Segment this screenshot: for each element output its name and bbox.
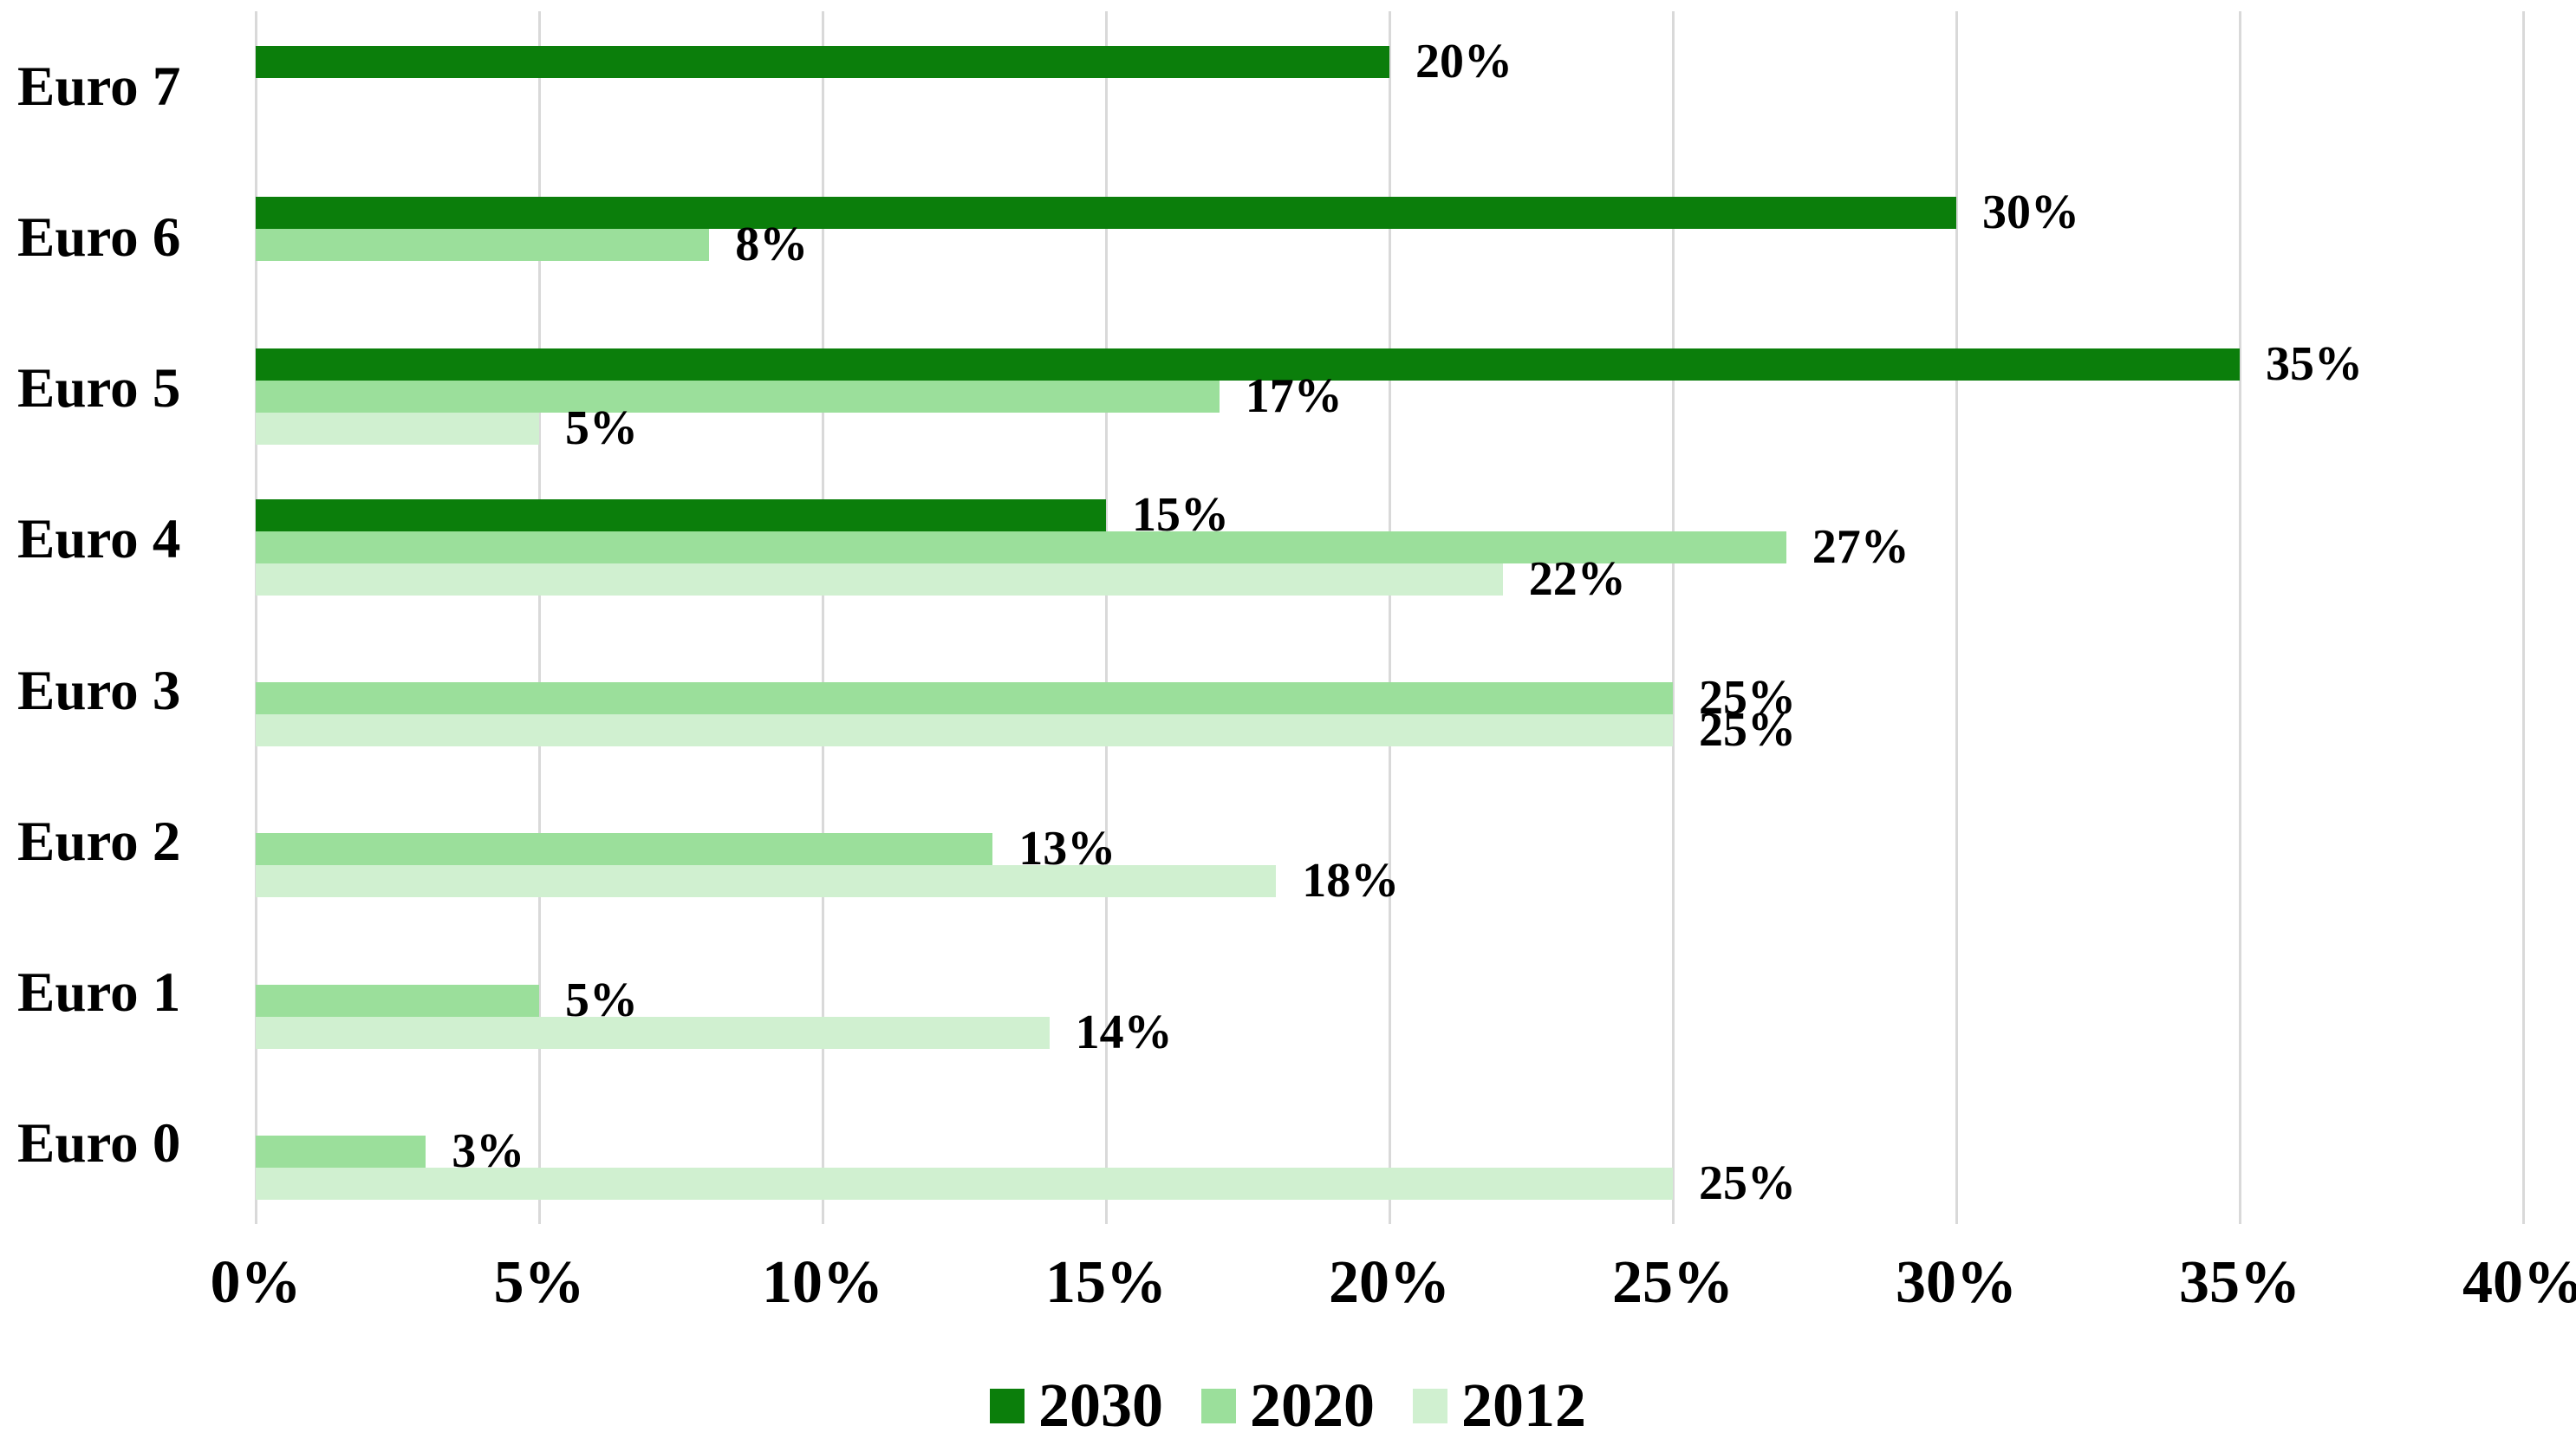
x-tick-label: 15% bbox=[1045, 1249, 1167, 1316]
bar-value-label: 8% bbox=[735, 218, 809, 272]
legend-label: 2012 bbox=[1461, 1371, 1586, 1440]
legend-item-2020: 2020 bbox=[1201, 1370, 1375, 1442]
bar-value-label: 14% bbox=[1075, 1005, 1173, 1059]
legend-label: 2020 bbox=[1250, 1371, 1375, 1440]
bar-value-label: 35% bbox=[2266, 336, 2363, 391]
legend-swatch bbox=[1201, 1388, 1236, 1423]
bar-2020-euro-0 bbox=[256, 1135, 426, 1168]
gridline bbox=[2521, 11, 2525, 1224]
bar-2012-euro-0 bbox=[256, 1167, 1673, 1200]
bar-2020-euro-5 bbox=[256, 380, 1220, 413]
bar-value-label: 27% bbox=[1812, 519, 1909, 574]
bar-value-label: 20% bbox=[1415, 35, 1512, 88]
category-label: Euro 7 bbox=[17, 55, 181, 118]
bar-2030-euro-5 bbox=[256, 348, 2240, 381]
category-label: Euro 6 bbox=[17, 205, 181, 269]
legend-item-2012: 2012 bbox=[1413, 1370, 1586, 1442]
bar-2012-euro-5 bbox=[256, 412, 539, 445]
bar-2020-euro-1 bbox=[256, 984, 539, 1017]
x-tick-label: 30% bbox=[1896, 1249, 2017, 1316]
legend-swatch bbox=[1413, 1388, 1447, 1423]
bar-value-label: 5% bbox=[565, 973, 638, 1027]
bar-2012-euro-3 bbox=[256, 714, 1673, 746]
bar-value-label: 18% bbox=[1302, 854, 1400, 908]
category-label: Euro 4 bbox=[17, 508, 181, 571]
bar-value-label: 3% bbox=[452, 1123, 525, 1178]
bar-value-label: 13% bbox=[1018, 822, 1116, 876]
legend-item-2030: 2030 bbox=[990, 1370, 1163, 1442]
x-tick-label: 35% bbox=[2179, 1249, 2300, 1316]
bar-2020-euro-6 bbox=[256, 229, 710, 262]
bar-2020-euro-4 bbox=[256, 531, 1786, 563]
x-tick-label: 20% bbox=[1329, 1249, 1450, 1316]
bar-2030-euro-6 bbox=[256, 197, 1956, 230]
bar-value-label: 30% bbox=[1982, 186, 2079, 240]
bar-value-label: 15% bbox=[1132, 487, 1229, 542]
x-tick-label: 0% bbox=[210, 1249, 302, 1316]
category-label: Euro 1 bbox=[17, 961, 181, 1025]
gridline bbox=[254, 11, 257, 1224]
bar-value-label: 25% bbox=[1699, 671, 1796, 725]
gridline bbox=[1955, 11, 1958, 1224]
category-label: Euro 3 bbox=[17, 659, 181, 722]
x-tick-label: 40% bbox=[2462, 1249, 2576, 1316]
category-label: Euro 5 bbox=[17, 357, 181, 420]
bar-2012-euro-4 bbox=[256, 563, 1503, 596]
gridline bbox=[2238, 11, 2241, 1224]
gridline bbox=[1104, 11, 1108, 1224]
legend-label: 2030 bbox=[1038, 1371, 1163, 1440]
gridline bbox=[1671, 11, 1675, 1224]
bar-2030-euro-7 bbox=[256, 46, 1389, 78]
bar-value-label: 22% bbox=[1528, 551, 1626, 606]
bar-2020-euro-2 bbox=[256, 833, 993, 866]
bar-2030-euro-4 bbox=[256, 498, 1106, 531]
bar-value-label: 5% bbox=[565, 400, 638, 455]
category-label: Euro 0 bbox=[17, 1112, 181, 1175]
legend: 2030 2020 2012 bbox=[0, 1370, 2576, 1442]
legend-swatch bbox=[990, 1388, 1025, 1423]
bar-value-label: 25% bbox=[1699, 1156, 1796, 1210]
gridline bbox=[1388, 11, 1391, 1224]
bar-value-label: 25% bbox=[1699, 703, 1796, 757]
bar-2012-euro-1 bbox=[256, 1016, 1050, 1049]
x-tick-label: 10% bbox=[762, 1249, 883, 1316]
bar-value-label: 17% bbox=[1245, 368, 1343, 423]
x-tick-label: 5% bbox=[493, 1249, 585, 1316]
bar-2012-euro-2 bbox=[256, 865, 1277, 898]
gridline bbox=[537, 11, 541, 1224]
x-tick-label: 25% bbox=[1612, 1249, 1734, 1316]
category-label: Euro 2 bbox=[17, 810, 181, 873]
gridline bbox=[821, 11, 824, 1224]
bar-2020-euro-3 bbox=[256, 682, 1673, 714]
